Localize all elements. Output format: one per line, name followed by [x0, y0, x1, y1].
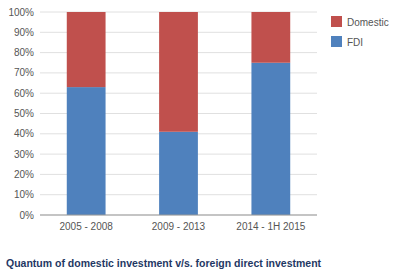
bar-segment — [67, 12, 106, 87]
x-axis-line — [40, 215, 317, 216]
bar-segment — [67, 87, 106, 215]
y-tick-label: 40% — [14, 128, 34, 139]
bar-segment — [159, 12, 198, 132]
y-tick-label: 70% — [14, 67, 34, 78]
chart-svg: 0% 10% 20% 30% 40% 50% 60% 70% 80% 90% 100% 2005 - … — [0, 0, 405, 277]
legend-label: FDI — [347, 37, 363, 48]
y-tick-label: 10% — [14, 189, 34, 200]
y-tick-label: 30% — [14, 149, 34, 160]
y-tick-label: 80% — [14, 47, 34, 58]
legend-label: Domestic — [347, 17, 389, 28]
x-tick-label: 2005 - 2008 — [59, 221, 113, 232]
grid-line — [40, 215, 317, 216]
legend-swatch — [331, 16, 342, 27]
legend-swatch — [331, 36, 342, 47]
legend: Domestic FDI — [331, 16, 389, 48]
x-tick-label: 2014 - 1H 2015 — [236, 221, 305, 232]
y-tick-label: 20% — [14, 169, 34, 180]
y-tick-label: 60% — [14, 88, 34, 99]
chart-container: 0% 10% 20% 30% 40% 50% 60% 70% 80% 90% 100% 2005 - … — [0, 0, 405, 277]
y-tick-label: 100% — [8, 7, 34, 18]
bar-segment — [251, 63, 290, 215]
grid — [40, 12, 317, 215]
bar-segment — [251, 12, 290, 63]
x-tick-label: 2009 - 2013 — [152, 221, 206, 232]
y-tick-label: 0% — [20, 210, 35, 221]
bars — [67, 12, 290, 215]
y-tick-label: 90% — [14, 27, 34, 38]
y-tick-label: 50% — [14, 108, 34, 119]
bar-segment — [159, 132, 198, 215]
chart-title: Quantum of domestic investment v/s. fore… — [6, 257, 322, 269]
